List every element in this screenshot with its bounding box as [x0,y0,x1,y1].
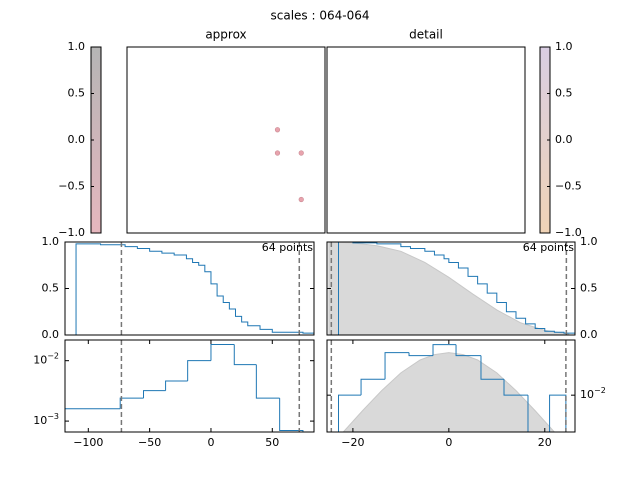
y-tick-label: −1.0 [58,226,85,239]
panel [65,340,304,432]
y-tick-label: 10−2 [33,351,59,367]
panel [75,242,314,335]
panel [328,242,575,335]
y-tick-label: 0.0 [555,133,573,146]
axes-title: detail [409,28,443,42]
point [298,196,304,203]
hist-bin [338,394,362,432]
x-tick-label: 20 [538,436,552,449]
hist-bin [384,352,410,380]
panel [274,127,304,203]
hist-bin [527,395,529,432]
hist-bin [408,352,434,357]
axes-frame [326,46,526,234]
x-tick-label: 0 [445,436,452,449]
y-tick-label: 1.0 [42,235,60,248]
y-tick-label: 1.0 [555,40,573,53]
x-tick-label: 50 [265,436,279,449]
y-tick-label: −0.5 [58,180,85,193]
tick-exponent: −2 [47,351,59,360]
step-line [338,242,575,335]
annotation: 64 points [523,241,575,254]
x-tick-label: 0 [207,436,214,449]
annotation: 64 points [262,241,314,254]
y-tick-label: 1.0 [580,235,598,248]
axes-frame [64,241,315,336]
hist-bin [119,397,144,409]
colorbar [91,47,101,233]
y-tick-label: 1.0 [68,40,86,53]
y-tick-label: 0.0 [68,133,86,146]
x-tick-label: −20 [341,436,364,449]
band [342,352,556,432]
tick-base: 10 [33,414,47,427]
point [298,150,304,156]
hist-bin [187,360,211,382]
tick-base: 10 [580,388,594,401]
axes-frame [126,46,326,234]
hist-bin [455,344,481,357]
hist-bin [480,355,505,380]
x-tick-label: −50 [138,436,161,449]
y-tick-label: −1.0 [555,226,582,239]
hist-bin [432,344,457,356]
hist-bin [143,390,166,399]
hist-bin [255,364,280,399]
y-tick-label: −0.5 [555,180,582,193]
hist-bin [233,344,257,366]
y-tick-label: 0.0 [580,328,598,341]
hist-bin [65,408,121,432]
y-tick-label: 10−2 [580,386,606,402]
axes-frame [326,339,576,433]
figure-title: scales : 064-064 [271,9,370,23]
y-tick-label: 0.5 [68,87,86,100]
hist-bin [165,380,188,391]
tick-exponent: −3 [47,412,59,421]
point [274,150,281,156]
y-tick-label: 10−3 [33,412,59,428]
hist-bin [503,379,528,396]
x-tick-label: −100 [73,436,103,449]
step-line [75,243,314,335]
hist-bin [279,398,304,432]
hist-bin [210,344,235,361]
panel [330,340,567,432]
tick-base: 10 [33,354,47,367]
point [274,127,281,133]
y-tick-label: 0.5 [555,87,573,100]
colorbar [540,47,550,233]
hist-bin [360,378,386,396]
axes-title: approx [205,28,246,42]
axes-frame [64,339,315,433]
tick-exponent: −2 [594,386,606,395]
y-tick-label: 0.0 [42,328,60,341]
y-tick-label: 0.5 [580,282,598,295]
band [328,242,570,335]
y-tick-label: 0.5 [42,282,60,295]
